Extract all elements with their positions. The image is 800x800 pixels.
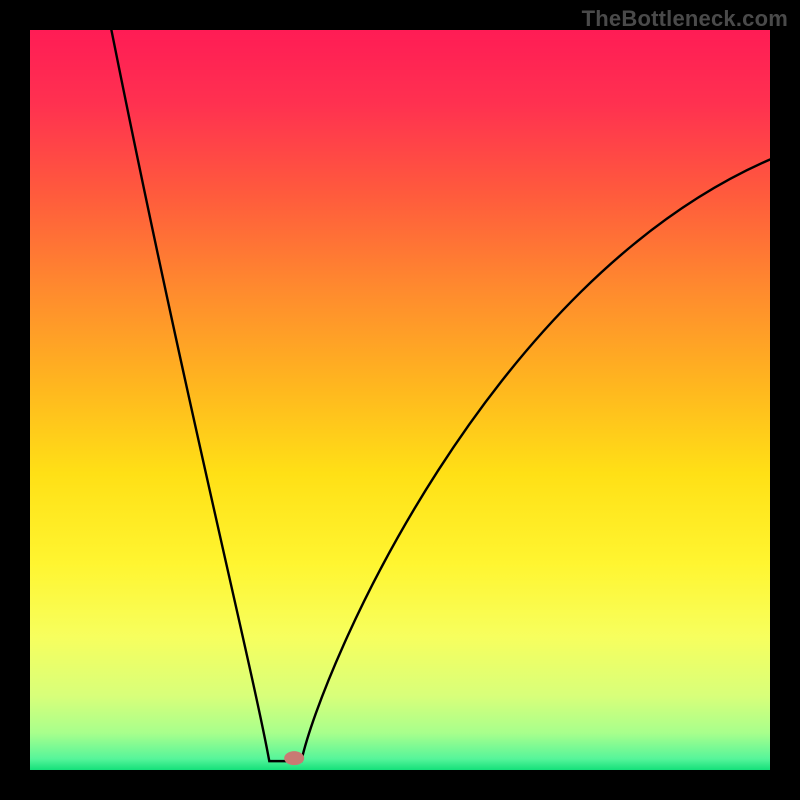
chart-stage: TheBottleneck.com bbox=[0, 0, 800, 800]
bottleneck-marker bbox=[284, 751, 304, 765]
chart-svg bbox=[0, 0, 800, 800]
plot-area bbox=[30, 30, 770, 770]
